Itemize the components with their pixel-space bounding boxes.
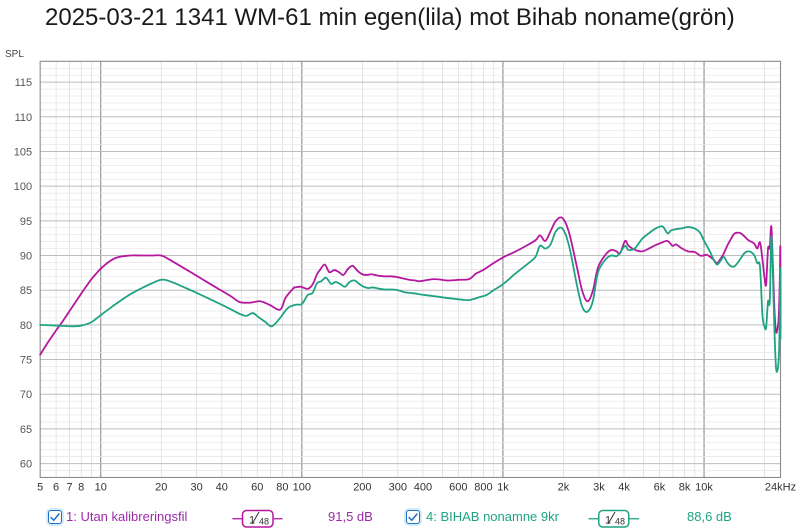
- svg-text:48: 48: [259, 517, 269, 527]
- svg-text:40: 40: [216, 481, 228, 493]
- svg-text:115: 115: [15, 77, 33, 89]
- svg-text:800: 800: [474, 481, 492, 493]
- svg-text:20: 20: [155, 481, 167, 493]
- svg-text:8k: 8k: [679, 481, 691, 493]
- svg-text:110: 110: [15, 112, 33, 124]
- svg-text:400: 400: [414, 481, 432, 493]
- svg-text:7: 7: [66, 481, 72, 493]
- svg-text:10: 10: [95, 481, 107, 493]
- svg-text:60: 60: [20, 459, 32, 471]
- svg-text:80: 80: [276, 481, 288, 493]
- svg-text:200: 200: [353, 481, 371, 493]
- svg-text:105: 105: [14, 146, 32, 158]
- svg-text:70: 70: [20, 389, 32, 401]
- svg-text:75: 75: [20, 355, 32, 367]
- svg-text:80: 80: [20, 320, 32, 332]
- svg-text:24kHz: 24kHz: [765, 481, 796, 493]
- svg-text:8: 8: [78, 481, 84, 493]
- svg-text:4k: 4k: [618, 481, 630, 493]
- svg-text:6k: 6k: [654, 481, 666, 493]
- svg-text:95: 95: [20, 216, 32, 228]
- svg-text:85: 85: [20, 285, 32, 297]
- svg-text:48: 48: [615, 517, 625, 527]
- svg-text:1k: 1k: [497, 481, 509, 493]
- svg-text:300: 300: [389, 481, 407, 493]
- svg-text:2k: 2k: [558, 481, 570, 493]
- svg-text:5: 5: [37, 481, 43, 493]
- svg-text:3k: 3k: [593, 481, 605, 493]
- svg-text:30: 30: [191, 481, 203, 493]
- svg-text:6: 6: [53, 481, 59, 493]
- svg-text:100: 100: [14, 181, 32, 193]
- svg-text:90: 90: [20, 251, 32, 263]
- svg-text:60: 60: [251, 481, 263, 493]
- svg-text:100: 100: [293, 481, 311, 493]
- svg-text:65: 65: [20, 424, 32, 436]
- svg-text:600: 600: [449, 481, 467, 493]
- svg-text:10k: 10k: [695, 481, 713, 493]
